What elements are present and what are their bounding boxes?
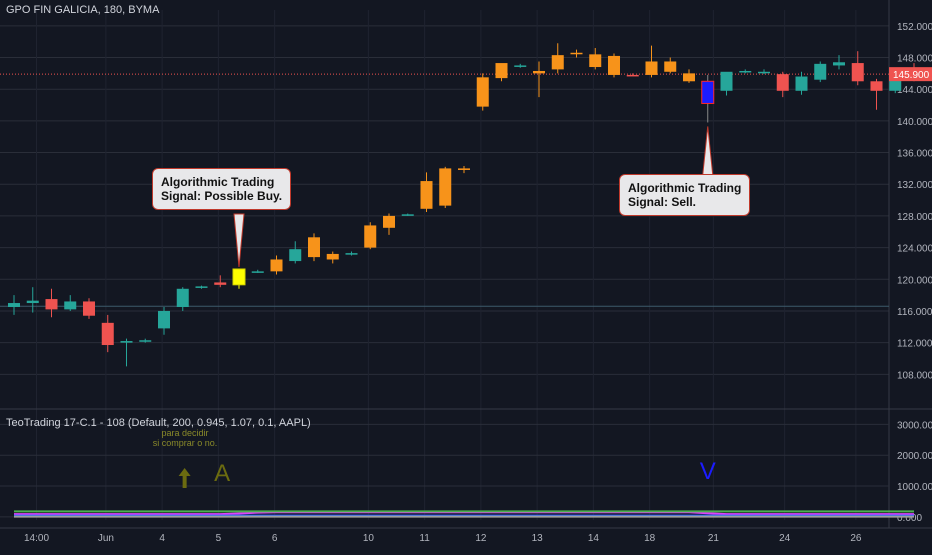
indicator-tick-label: 0.000: [897, 513, 922, 524]
x-tick-label: 18: [644, 533, 656, 544]
price-tick-label: 116.000: [897, 307, 932, 318]
buy-callout-pointer: [233, 213, 245, 268]
last-price-label: 145.900: [893, 70, 930, 81]
sell-marker-letter: V: [700, 458, 716, 485]
x-tick-label: 6: [272, 533, 278, 544]
candle-body: [758, 71, 770, 74]
x-tick-label: 21: [708, 533, 720, 544]
candle-body: [101, 322, 114, 346]
indicator-tick-label: 1000.000: [897, 482, 932, 493]
sell-callout-line-1: Algorithmic Trading: [628, 181, 742, 195]
candle-body: [364, 225, 377, 248]
candle-body: [214, 282, 227, 285]
candle-body: [533, 70, 545, 74]
x-tick-label: 14: [588, 533, 600, 544]
indicator-tick-label: 2000.000: [897, 451, 932, 462]
candle-body: [833, 62, 845, 66]
candle-body: [664, 61, 677, 72]
price-tick-label: 128.000: [897, 212, 932, 223]
candle-body: [45, 299, 58, 310]
price-tick-label: 124.000: [897, 244, 932, 255]
candle-body: [26, 300, 39, 304]
price-tick-label: 112.000: [897, 339, 932, 350]
candle-body: [739, 70, 752, 73]
candle-body: [251, 271, 264, 273]
candle-body: [64, 301, 77, 310]
candle-body: [514, 65, 527, 67]
x-tick-label: 14:00: [24, 533, 49, 544]
candle-body: [401, 214, 414, 216]
sell-callout-line-2: Signal: Sell.: [628, 195, 697, 209]
buy-callout-line-2: Signal: Possible Buy.: [161, 189, 283, 203]
candle-body: [439, 168, 452, 206]
indicator-tick-label: 3000.000: [897, 420, 932, 431]
price-tick-label: 140.000: [897, 117, 932, 128]
x-tick-label: 12: [475, 533, 487, 544]
up-arrow-icon: [182, 476, 187, 488]
candle-body: [608, 55, 620, 75]
candle-body: [683, 73, 695, 82]
chart-title: GPO FIN GALICIA, 180, BYMA: [6, 4, 160, 16]
indicator-series-line: [14, 511, 914, 516]
candle-body: [851, 63, 864, 82]
candle-body: [83, 301, 95, 316]
indicator-note: para decidir si comprar o no.: [150, 428, 220, 448]
x-tick-label: 13: [532, 533, 544, 544]
price-tick-label: 136.000: [897, 149, 932, 160]
price-tick-label: 132.000: [897, 180, 932, 191]
candle-body: [420, 181, 433, 209]
candle-body: [551, 55, 564, 70]
candle-body: [645, 61, 658, 75]
sell-signal-callout: Algorithmic Trading Signal: Sell.: [619, 174, 751, 216]
x-tick-label: 26: [850, 533, 862, 544]
x-tick-label: 4: [159, 533, 165, 544]
last-price-box: [889, 67, 932, 82]
buy-marker-letter: A: [214, 460, 230, 487]
buy-callout-line-1: Algorithmic Trading: [161, 175, 275, 189]
candle-body: [495, 63, 508, 79]
indicator-note-line-1: para decidir: [161, 428, 209, 438]
candle-body: [701, 80, 715, 104]
candle-body: [476, 77, 489, 107]
buy-signal-callout: Algorithmic Trading Signal: Possible Buy…: [152, 168, 292, 210]
candle-body: [308, 237, 320, 258]
indicator-title: TeoTrading 17-C.1 - 108 (Default, 200, 0…: [6, 417, 311, 429]
candle-body: [270, 259, 283, 272]
candle-body: [795, 76, 808, 91]
candle-body: [120, 341, 133, 343]
x-tick-label: 11: [419, 533, 430, 544]
candle-body: [345, 253, 358, 255]
candle-body: [383, 215, 395, 228]
candle-body: [232, 268, 246, 286]
candle-body: [8, 303, 20, 307]
price-tick-label: 148.000: [897, 54, 932, 65]
up-arrow-icon-head: [178, 468, 191, 476]
sell-callout-pointer: [702, 126, 714, 176]
candle-body: [570, 52, 583, 55]
candle-body: [720, 71, 733, 91]
candle-body: [776, 74, 789, 91]
candle-body: [326, 253, 339, 260]
candle-body: [626, 74, 639, 77]
price-tick-label: 120.000: [897, 275, 932, 286]
candle-body: [195, 286, 208, 288]
x-tick-label: 10: [363, 533, 375, 544]
price-tick-label: 108.000: [897, 370, 932, 381]
candle-body: [589, 54, 602, 68]
candle-body: [176, 288, 189, 307]
candle-body: [814, 63, 827, 80]
candle-body: [458, 168, 470, 170]
indicator-note-line-2: si comprar o no.: [152, 438, 218, 448]
candle-body: [158, 310, 170, 329]
price-tick-label: 152.000: [897, 22, 932, 33]
candle-body: [870, 81, 883, 91]
x-tick-label: 5: [216, 533, 222, 544]
x-tick-label: Jun: [98, 533, 114, 544]
x-tick-label: 24: [779, 533, 791, 544]
price-tick-label: 144.000: [897, 85, 932, 96]
candle-body: [139, 340, 152, 342]
candle-body: [289, 249, 302, 262]
